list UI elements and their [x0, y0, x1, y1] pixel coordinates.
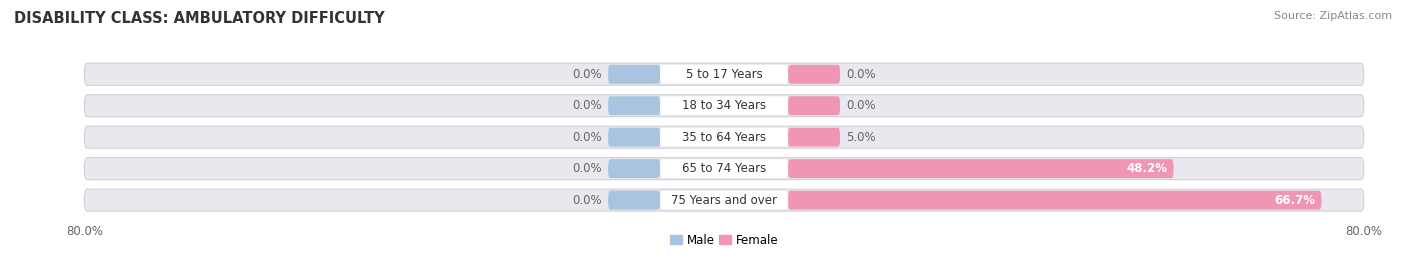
- FancyBboxPatch shape: [609, 191, 661, 210]
- FancyBboxPatch shape: [84, 95, 1364, 117]
- FancyBboxPatch shape: [84, 189, 1364, 211]
- Text: 0.0%: 0.0%: [846, 68, 876, 81]
- FancyBboxPatch shape: [661, 96, 787, 115]
- Legend: Male, Female: Male, Female: [665, 229, 783, 251]
- Text: 5 to 17 Years: 5 to 17 Years: [686, 68, 762, 81]
- FancyBboxPatch shape: [787, 159, 1174, 178]
- Text: 0.0%: 0.0%: [572, 131, 602, 144]
- FancyBboxPatch shape: [661, 128, 787, 147]
- FancyBboxPatch shape: [787, 128, 839, 147]
- Text: 65 to 74 Years: 65 to 74 Years: [682, 162, 766, 175]
- FancyBboxPatch shape: [661, 65, 787, 84]
- Text: DISABILITY CLASS: AMBULATORY DIFFICULTY: DISABILITY CLASS: AMBULATORY DIFFICULTY: [14, 11, 385, 26]
- FancyBboxPatch shape: [787, 96, 839, 115]
- Text: 0.0%: 0.0%: [572, 194, 602, 207]
- Text: 0.0%: 0.0%: [846, 99, 876, 112]
- FancyBboxPatch shape: [609, 65, 661, 84]
- FancyBboxPatch shape: [661, 191, 787, 210]
- FancyBboxPatch shape: [661, 159, 787, 178]
- Text: 0.0%: 0.0%: [572, 162, 602, 175]
- Text: 66.7%: 66.7%: [1274, 194, 1315, 207]
- Text: 5.0%: 5.0%: [846, 131, 876, 144]
- FancyBboxPatch shape: [609, 96, 661, 115]
- FancyBboxPatch shape: [84, 63, 1364, 85]
- FancyBboxPatch shape: [609, 128, 661, 147]
- Text: 0.0%: 0.0%: [572, 68, 602, 81]
- Text: 18 to 34 Years: 18 to 34 Years: [682, 99, 766, 112]
- Text: 35 to 64 Years: 35 to 64 Years: [682, 131, 766, 144]
- Text: 0.0%: 0.0%: [572, 99, 602, 112]
- FancyBboxPatch shape: [787, 65, 839, 84]
- Text: 75 Years and over: 75 Years and over: [671, 194, 778, 207]
- FancyBboxPatch shape: [787, 191, 1322, 210]
- FancyBboxPatch shape: [84, 126, 1364, 148]
- Text: Source: ZipAtlas.com: Source: ZipAtlas.com: [1274, 11, 1392, 21]
- Text: 48.2%: 48.2%: [1126, 162, 1167, 175]
- FancyBboxPatch shape: [609, 159, 661, 178]
- FancyBboxPatch shape: [84, 158, 1364, 180]
